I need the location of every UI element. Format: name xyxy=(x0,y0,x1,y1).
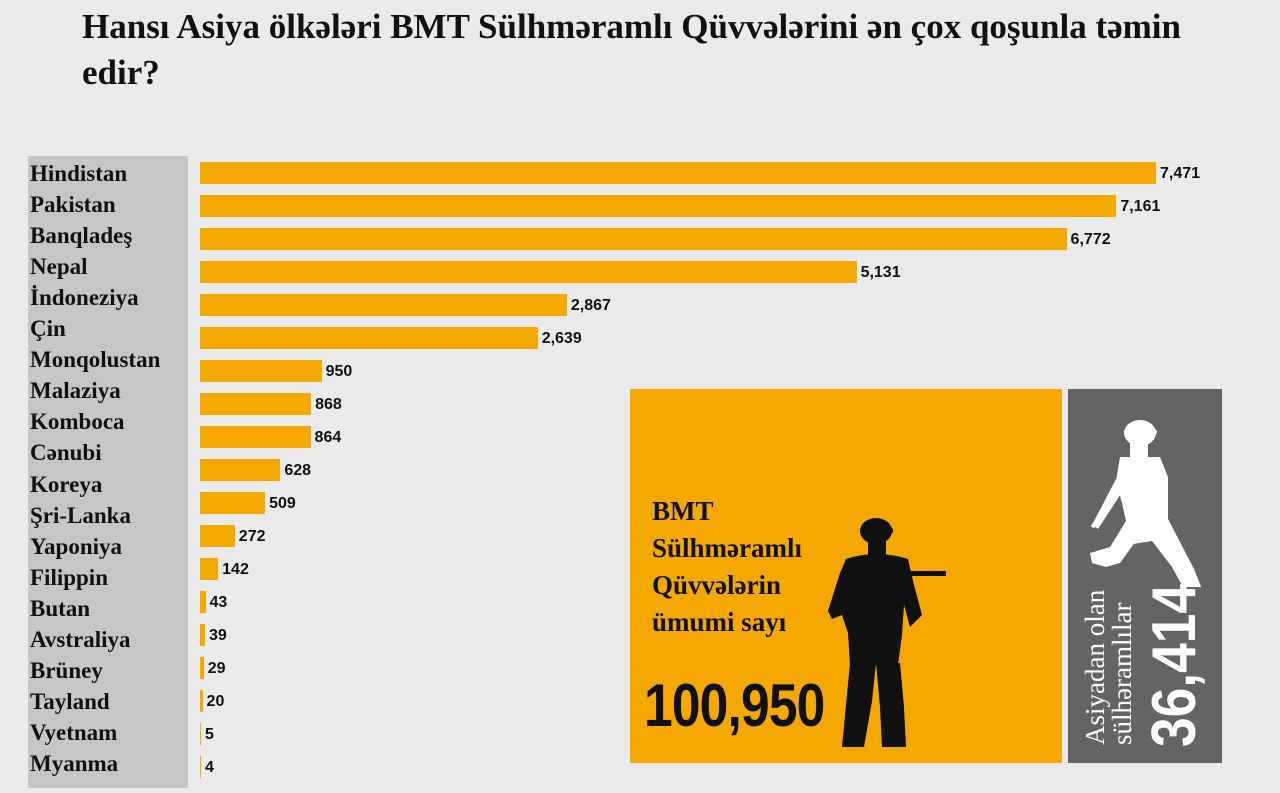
category-label: Malaziya xyxy=(30,378,121,404)
category-label: Myanma xyxy=(30,750,119,776)
bar xyxy=(200,162,1156,184)
bar xyxy=(200,393,312,415)
asia-caption: Asiyadan olan sülhəramlılar xyxy=(1080,445,1137,745)
category-label: Butan xyxy=(30,595,91,621)
category-label: Hindistan xyxy=(30,161,128,186)
value-label: 7,161 xyxy=(1120,198,1161,215)
category-label: Monqolustan xyxy=(30,347,161,373)
category-label: Koreya xyxy=(30,471,103,497)
category-label: Komboca xyxy=(30,409,125,435)
category-label: Pakistan xyxy=(30,192,116,218)
value-label: 950 xyxy=(325,363,353,380)
total-caption-line: ümumi sayı xyxy=(652,607,787,637)
bar xyxy=(200,624,205,646)
value-label: 39 xyxy=(208,627,227,644)
category-label: Yaponiya xyxy=(30,533,123,559)
value-label: 868 xyxy=(315,396,342,413)
value-label: 142 xyxy=(222,561,249,578)
total-value: 100,950 xyxy=(644,672,825,739)
bar xyxy=(200,195,1117,217)
bar xyxy=(200,360,322,382)
category-label-column xyxy=(28,156,188,788)
value-label: 6,772 xyxy=(1070,231,1111,248)
total-peacekeepers-panel: BMT Sülhməramlı Qüvvələrin ümumi sayı 10… xyxy=(630,389,1062,763)
asia-rotated-block: Asiyadan olan sülhəramlılar 36,414 xyxy=(1074,449,1216,749)
total-caption-line: BMT xyxy=(652,496,714,526)
total-caption-line: Qüvvələrin xyxy=(652,570,781,600)
asia-value: 36,414 xyxy=(1140,583,1209,747)
chart-title: Hansı Asiya ölkələri BMT Sülhməramlı Qüv… xyxy=(82,7,1181,92)
bar xyxy=(200,756,201,778)
value-label: 20 xyxy=(206,693,225,710)
bar xyxy=(200,657,204,679)
category-label: İndoneziya xyxy=(30,285,139,311)
value-label: 5 xyxy=(205,726,214,743)
bar xyxy=(200,591,206,613)
value-label: 2,867 xyxy=(570,297,611,314)
value-label: 509 xyxy=(269,495,296,512)
bar xyxy=(200,327,538,349)
category-label: Vyetnam xyxy=(30,719,118,745)
category-label: Çin xyxy=(30,316,66,342)
asia-peacekeepers-panel: Asiyadan olan sülhəramlılar 36,414 xyxy=(1068,389,1222,763)
value-label: 43 xyxy=(209,594,228,611)
total-caption: BMT Sülhməramlı Qüvvələrin ümumi sayı xyxy=(652,493,852,641)
bar xyxy=(200,492,266,514)
value-label: 628 xyxy=(284,462,312,479)
bar xyxy=(200,525,235,547)
category-label: Cənubi xyxy=(30,440,102,466)
bar xyxy=(200,723,201,745)
standing-soldier-icon xyxy=(828,518,946,747)
value-label: 7,471 xyxy=(1160,165,1201,182)
category-label: Avstraliya xyxy=(30,626,131,652)
value-label: 5,131 xyxy=(860,264,901,281)
total-caption-line: Sülhməramlı xyxy=(652,533,803,563)
category-label: Banqladeş xyxy=(30,223,133,249)
value-label: 2,639 xyxy=(541,330,582,347)
value-label: 4 xyxy=(205,759,214,776)
category-label: Filippin xyxy=(30,564,108,590)
bar xyxy=(200,228,1067,250)
asia-caption-line: sülhəramlılar xyxy=(1107,602,1137,745)
kneeling-soldier-icon xyxy=(1090,420,1202,587)
bar xyxy=(200,690,203,712)
value-label: 29 xyxy=(207,660,226,677)
category-label: Nepal xyxy=(30,254,88,280)
value-label: 864 xyxy=(314,429,342,446)
bar xyxy=(200,459,281,481)
value-label: 272 xyxy=(238,528,266,545)
bar xyxy=(200,558,219,580)
bar xyxy=(200,426,311,448)
asia-caption-line: Asiyadan olan xyxy=(1080,589,1110,745)
bar xyxy=(200,261,857,283)
bar xyxy=(200,294,567,316)
category-label: Şri-Lanka xyxy=(30,502,131,528)
category-label: Tayland xyxy=(30,688,110,714)
category-label: Brüney xyxy=(30,657,103,683)
